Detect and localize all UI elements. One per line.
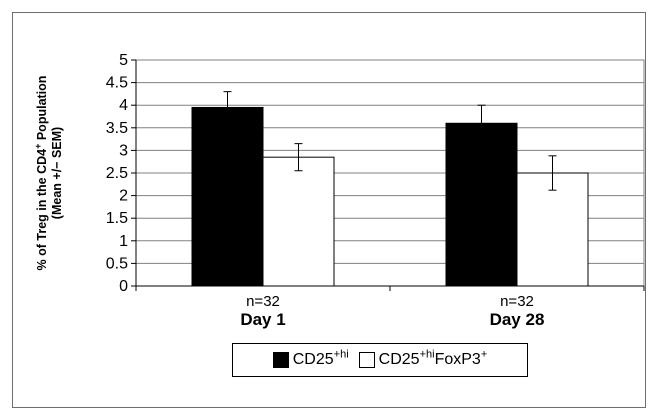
y-axis-title-line1: % of Treg in the CD4+ Population	[33, 76, 49, 271]
y-tick-label: 5	[119, 52, 128, 69]
legend-entry-cd25hi-foxp3: CD25+hiFoxP3+	[358, 348, 488, 369]
y-tick-label: 2.5	[106, 165, 128, 182]
legend: CD25+hi CD25+hiFoxP3+	[232, 343, 528, 377]
y-title-tail: Population	[35, 76, 49, 144]
y-tick-label: 1	[119, 233, 128, 250]
y-axis-title: % of Treg in the CD4+ Population (Mean +…	[33, 76, 64, 271]
y-axis-title-line2: (Mean +/− SEM)	[50, 127, 64, 219]
bar-cd25hi	[445, 122, 518, 287]
legend-text-sup-2: +hi	[419, 348, 435, 361]
legend-swatch-cd25hi	[272, 352, 289, 368]
y-tick-label: 0.5	[106, 255, 128, 272]
legend-text-sup2-2: +	[480, 348, 488, 361]
y-tick-label: 4	[119, 97, 128, 114]
category-day-label: Day 28	[490, 310, 545, 329]
y-tick-label: 1.5	[106, 210, 128, 227]
legend-label-cd25hi: CD25+hi	[292, 348, 349, 369]
bar-cd25hi-foxp3	[516, 172, 589, 287]
y-tick-label: 4.5	[106, 75, 128, 92]
legend-label-cd25hi-foxp3: CD25+hiFoxP3+	[378, 348, 488, 369]
legend-text-mid-2: FoxP3	[434, 351, 481, 368]
y-tick-label: 3.5	[106, 120, 128, 137]
error-bars	[223, 91, 557, 191]
legend-swatch-cd25hi-foxp3	[358, 352, 375, 368]
y-tick-label: 3	[119, 142, 128, 159]
y-tick-label: 0	[119, 278, 128, 295]
legend-text-base-1: CD25	[292, 351, 334, 368]
legend-text-base-2: CD25	[378, 351, 420, 368]
bars	[191, 106, 589, 287]
legend-entry-cd25hi: CD25+hi	[272, 348, 349, 369]
bar-cd25hi-foxp3	[262, 156, 335, 287]
category-n-label: n=32	[246, 293, 280, 310]
bar-cd25hi	[191, 106, 264, 287]
y-tick-label: 2	[119, 188, 128, 205]
category-day-label: Day 1	[240, 310, 285, 329]
y-title-sup: +	[33, 144, 43, 149]
legend-text-sup-1: +hi	[333, 348, 349, 361]
y-tick-labels: 0 0.5 1 1.5 2 2.5 3 3.5 4 4.5 5	[106, 52, 136, 295]
category-n-label: n=32	[500, 293, 534, 310]
